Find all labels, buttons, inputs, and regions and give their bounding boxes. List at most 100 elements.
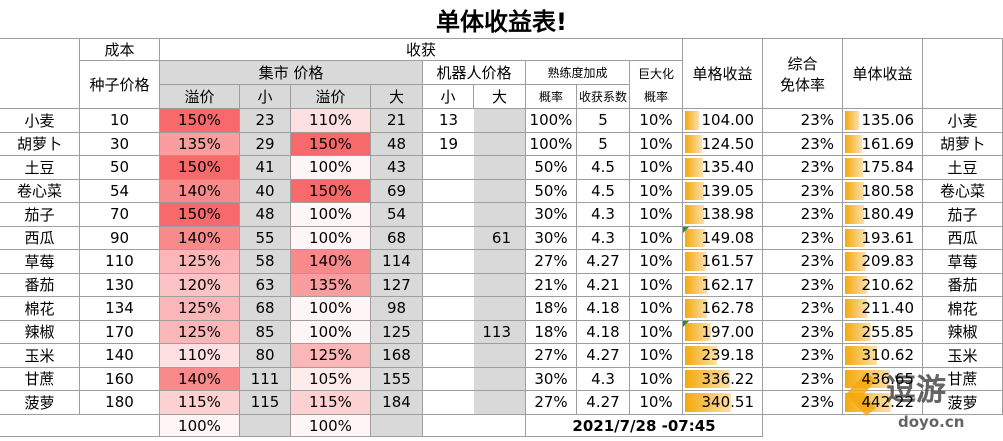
market-small-text: 111 (250, 369, 280, 388)
giant-prob-text: 10% (639, 181, 673, 200)
data-bar (685, 322, 711, 341)
harvest-factor-text: 4.5 (591, 181, 615, 200)
header-blank (923, 38, 1003, 109)
robot-small (423, 250, 474, 274)
header-robot-price: 机器人价格 (423, 61, 526, 85)
robot-large: 61 (474, 226, 526, 250)
robot-large (474, 367, 526, 391)
market-large-text: 68 (386, 228, 407, 247)
market-large-text: 69 (386, 181, 407, 200)
market-small-text: 63 (255, 275, 275, 294)
harvest-factor: 4.18 (577, 297, 630, 321)
unit-income: 211.40 (843, 297, 923, 321)
data-bar (845, 275, 867, 294)
premium-large-text: 105% (309, 369, 352, 388)
prof-rate-text: 30% (534, 369, 568, 388)
robot-small (423, 321, 474, 344)
unit-income-text: 193.61 (861, 228, 915, 247)
giant-prob: 10% (630, 297, 683, 321)
market-large: 114 (371, 250, 423, 274)
premium-small: 140% (160, 179, 240, 203)
premium-small: 125% (160, 320, 240, 344)
header-small: 小 (240, 85, 291, 109)
seed-price-text: 10 (109, 111, 130, 130)
prof-rate: 27% (526, 344, 577, 368)
overall-exempt: 23% (763, 367, 843, 391)
unit-cell-income: 161.57 (683, 250, 763, 274)
harvest-factor: 4.5 (577, 179, 630, 203)
robot-small (423, 180, 474, 203)
overall-exempt: 23% (763, 109, 843, 133)
crop-name-right-text: 卷心菜 (939, 182, 985, 201)
unit-cell-income: 336.22 (683, 367, 763, 391)
market-large: 184 (371, 391, 423, 415)
prof-rate: 30% (526, 226, 577, 250)
market-large-text: 43 (386, 158, 407, 177)
giant-prob-text: 10% (639, 393, 673, 412)
crop-name-right-text: 棉花 (947, 299, 978, 318)
seed-price: 10 (80, 109, 160, 133)
harvest-factor: 5 (577, 132, 630, 156)
overall-exempt: 23% (763, 179, 843, 203)
giant-prob: 10% (630, 203, 683, 227)
unit-cell-income-text: 239.18 (701, 346, 755, 365)
premium-small-text: 150% (178, 205, 221, 224)
crop-name-text: 小麦 (24, 111, 55, 130)
header-left-blank (0, 38, 80, 109)
unit-cell-income-text: 336.22 (701, 369, 755, 388)
unit-cell-income: 340.51 (683, 391, 763, 415)
footer-blank-left (0, 415, 160, 437)
data-bar (845, 134, 862, 153)
crop-name-right: 西瓜 (923, 226, 1003, 250)
seed-price: 134 (80, 297, 160, 321)
overall-exempt-text: 23% (800, 181, 834, 200)
premium-large-text: 100% (309, 228, 352, 247)
giant-prob-text: 10% (639, 111, 673, 130)
premium-large: 100% (291, 203, 371, 227)
overall-exempt-text: 23% (800, 111, 834, 130)
crop-name-text: 辣椒 (24, 323, 55, 342)
premium-large-text: 125% (309, 346, 352, 365)
prof-rate: 30% (526, 367, 577, 391)
premium-small-text: 150% (178, 158, 221, 177)
prof-rate: 21% (526, 273, 577, 297)
unit-cell-income-text: 135.40 (701, 158, 755, 177)
footer-small-blank (240, 415, 291, 437)
market-large: 125 (371, 320, 423, 344)
giant-prob: 10% (630, 273, 683, 297)
market-large-text: 98 (386, 299, 407, 318)
unit-cell-income-text: 139.05 (701, 181, 755, 200)
data-bar (845, 346, 877, 365)
header-premium-large: 溢价 (291, 85, 371, 109)
robot-large: 113 (474, 320, 526, 344)
unit-income-text: 175.84 (861, 158, 915, 177)
crop-name-right: 卷心菜 (923, 179, 1003, 203)
overall-exempt-text: 23% (800, 158, 834, 177)
data-bar (845, 158, 863, 177)
crop-name-right-text: 胡萝卜 (939, 135, 985, 154)
market-large-text: 125 (382, 322, 411, 341)
market-large: 69 (371, 179, 423, 203)
watermark-url: doyo.cn (898, 413, 964, 431)
premium-large: 150% (291, 132, 371, 156)
seed-price-text: 130 (105, 275, 134, 294)
prof-rate-text: 27% (534, 393, 568, 412)
prof-rate-text: 100% (529, 111, 573, 130)
crop-name-text: 番茄 (24, 276, 55, 295)
unit-income: 175.84 (843, 156, 923, 180)
seed-price-text: 70 (109, 205, 130, 224)
market-small: 111 (240, 367, 291, 391)
giant-prob: 10% (630, 250, 683, 274)
unit-income-text: 255.85 (861, 322, 915, 341)
data-bar (685, 369, 730, 388)
harvest-factor-text: 4.18 (586, 322, 620, 341)
header-harvest: 收获 (160, 38, 683, 61)
premium-small: 115% (160, 391, 240, 415)
premium-small: 110% (160, 344, 240, 368)
header-premium-small: 溢价 (160, 85, 240, 109)
crop-name: 菠萝 (0, 391, 80, 415)
crop-name-right: 棉花 (923, 297, 1003, 321)
prof-rate: 18% (526, 320, 577, 344)
harvest-factor-text: 4.27 (586, 252, 620, 271)
